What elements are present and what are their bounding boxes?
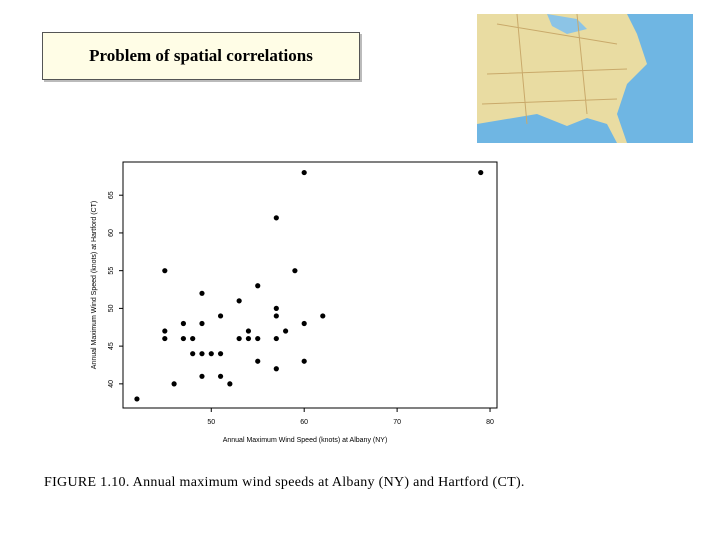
y-tick-label: 55 bbox=[108, 267, 115, 275]
data-point bbox=[292, 268, 298, 274]
data-point bbox=[255, 358, 261, 364]
map-image bbox=[477, 14, 693, 143]
data-point bbox=[190, 335, 196, 342]
data-point bbox=[273, 313, 279, 319]
data-point bbox=[199, 290, 205, 296]
y-tick-label: 60 bbox=[108, 229, 115, 237]
data-point bbox=[180, 335, 186, 342]
data-point bbox=[245, 328, 252, 334]
data-point bbox=[301, 169, 307, 176]
data-point bbox=[199, 373, 205, 379]
slide-title: Problem of spatial correlations bbox=[42, 32, 360, 80]
x-tick-label: 80 bbox=[486, 419, 494, 426]
data-point bbox=[273, 305, 279, 311]
data-point bbox=[162, 335, 168, 342]
data-point bbox=[301, 320, 307, 327]
data-point bbox=[217, 313, 224, 319]
data-point bbox=[283, 328, 289, 334]
data-point bbox=[227, 381, 233, 387]
data-point bbox=[478, 169, 484, 176]
data-point bbox=[134, 396, 140, 402]
data-point bbox=[162, 268, 168, 274]
data-point bbox=[199, 320, 205, 327]
data-point bbox=[255, 335, 261, 342]
data-point bbox=[199, 351, 205, 357]
figure-caption: FIGURE 1.10. Annual maximum wind speeds … bbox=[44, 475, 525, 490]
plot-frame bbox=[122, 161, 498, 409]
data-point bbox=[273, 215, 279, 221]
data-point bbox=[236, 298, 242, 304]
y-tick-label: 65 bbox=[108, 191, 115, 199]
data-point bbox=[217, 351, 224, 357]
map-borders bbox=[481, 14, 628, 125]
data-point bbox=[320, 313, 326, 319]
x-tick-label: 50 bbox=[207, 419, 215, 426]
data-point bbox=[245, 335, 252, 342]
map-ocean bbox=[617, 14, 693, 143]
y-axis-label: Annual Maximum Wind Speed (knots) at Har… bbox=[91, 201, 98, 369]
map-gulf bbox=[477, 114, 617, 143]
y-tick-label: 45 bbox=[108, 342, 115, 350]
chart: Annual Maximum Wind Speed (knots) at Alb… bbox=[91, 161, 498, 444]
data-point bbox=[301, 358, 307, 364]
data-point bbox=[273, 335, 279, 342]
data-point bbox=[236, 335, 242, 342]
data-point bbox=[162, 328, 168, 334]
x-tick-label: 60 bbox=[300, 419, 308, 426]
data-point bbox=[171, 381, 177, 387]
data-point bbox=[208, 351, 214, 357]
x-tick-label: 70 bbox=[393, 419, 401, 426]
data-point bbox=[180, 320, 186, 327]
data-point bbox=[273, 366, 279, 372]
y-tick-label: 50 bbox=[108, 304, 115, 312]
data-point bbox=[217, 373, 224, 379]
x-axis-label: Annual Maximum Wind Speed (knots) at Alb… bbox=[223, 437, 388, 444]
data-point bbox=[190, 351, 196, 357]
y-tick-label: 40 bbox=[108, 380, 115, 388]
data-point bbox=[255, 283, 261, 289]
